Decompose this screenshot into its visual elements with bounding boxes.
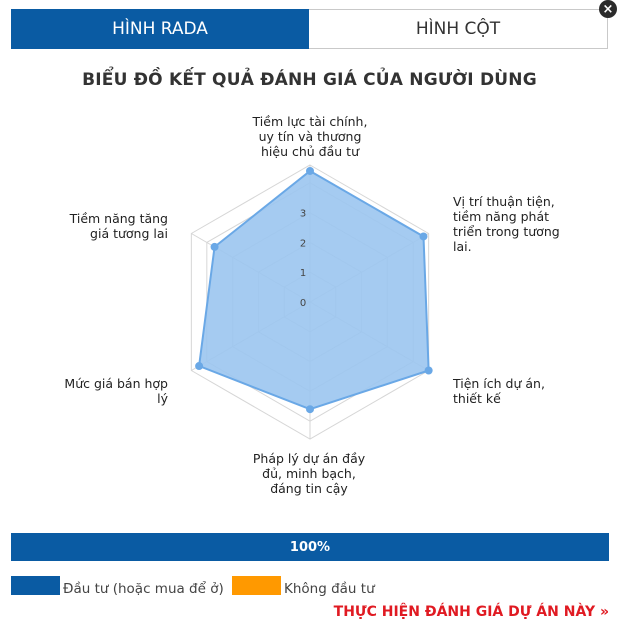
axis-label-location: Vị trí thuận tiện, tiềm năng phát triển … bbox=[453, 194, 560, 254]
close-icon[interactable]: × bbox=[599, 0, 617, 18]
progress-label: 100% bbox=[289, 539, 331, 555]
axis-label-price: Mức giá bán hợp lý bbox=[64, 376, 168, 406]
axis-label-amenities: Tiện ích dự án, thiết kế bbox=[453, 376, 545, 406]
data-point[interactable] bbox=[195, 362, 204, 371]
chart-title: BIỂU ĐỒ KẾT QUẢ ĐÁNH GIÁ CỦA NGƯỜI DÙNG bbox=[82, 70, 537, 90]
axis-label-financial-strength: Tiềm lực tài chính, uy tín và thương hiệ… bbox=[252, 114, 368, 159]
legend-swatch-invest bbox=[11, 575, 60, 595]
progress-bar: 100% bbox=[11, 533, 609, 561]
submit-review-link[interactable]: THỰC HIỆN ĐÁNH GIÁ DỰ ÁN NÀY » bbox=[333, 604, 609, 620]
tab-radar[interactable]: HÌNH RADA bbox=[11, 9, 309, 49]
chart-tabs: HÌNH RADA HÌNH CỘT bbox=[11, 9, 608, 49]
data-point[interactable] bbox=[419, 232, 428, 241]
axis-label-price-growth: Tiềm năng tăng giá tương lai bbox=[69, 211, 168, 241]
tab-bar-chart[interactable]: HÌNH CỘT bbox=[309, 9, 608, 49]
data-point[interactable] bbox=[424, 366, 433, 375]
progress-fill bbox=[11, 533, 609, 561]
legend-item-invest: Đầu tư (hoặc mua để ở) bbox=[11, 573, 224, 597]
radar-chart: 0 1 2 3 bbox=[190, 164, 433, 440]
series-area bbox=[197, 169, 430, 411]
tick-label: 3 bbox=[300, 209, 306, 220]
data-point[interactable] bbox=[210, 242, 219, 251]
axis-label-legal: Pháp lý dự án đầy đủ, minh bạch, đáng ti… bbox=[252, 451, 366, 496]
legend-item-not-invest: Không đầu tư bbox=[232, 573, 375, 597]
tick-label: 2 bbox=[300, 238, 306, 249]
legend-swatch-not-invest bbox=[232, 575, 281, 595]
legend-label-invest: Đầu tư (hoặc mua để ở) bbox=[63, 581, 224, 597]
tick-label: 1 bbox=[300, 268, 306, 279]
legend-label-not-invest: Không đầu tư bbox=[284, 581, 375, 597]
data-point[interactable] bbox=[306, 405, 314, 414]
tick-label: 0 bbox=[300, 298, 306, 309]
data-point[interactable] bbox=[306, 166, 314, 175]
